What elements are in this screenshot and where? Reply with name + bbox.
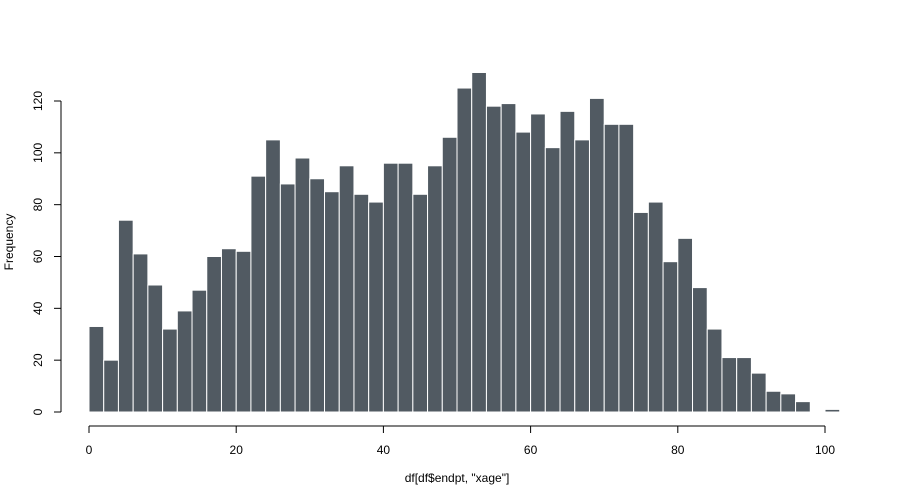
histogram-bar xyxy=(324,191,340,413)
histogram-bar xyxy=(103,359,119,413)
histogram-bar xyxy=(206,256,222,413)
histogram-bar xyxy=(544,147,561,413)
histogram-bar xyxy=(588,97,605,413)
histogram-bar xyxy=(721,357,738,413)
histogram-bar xyxy=(736,357,752,413)
y-tick-label: 20 xyxy=(31,353,45,367)
y-axis-title: Frequency xyxy=(2,214,16,271)
histogram-bar xyxy=(692,287,708,413)
histogram-bar xyxy=(368,201,384,413)
x-tick-label: 0 xyxy=(86,443,93,457)
y-tick-label: 60 xyxy=(31,250,45,264)
histogram-bar xyxy=(574,139,590,413)
histogram-bar xyxy=(162,328,178,413)
histogram-bar xyxy=(824,408,841,413)
x-axis-title: df[df$endpt, "xage"] xyxy=(405,471,510,485)
histogram-bar xyxy=(750,372,767,413)
y-tick-label: 40 xyxy=(31,301,45,315)
histogram-bar xyxy=(265,139,281,413)
histogram-bar xyxy=(147,284,164,413)
histogram-bar xyxy=(441,136,458,413)
x-axis: 0 20 40 60 80 100 xyxy=(86,425,835,457)
y-tick-label: 80 xyxy=(31,198,45,212)
histogram-bar xyxy=(309,178,326,413)
histogram-bar xyxy=(88,325,105,413)
histogram-bar xyxy=(618,123,635,413)
histogram-bar xyxy=(132,253,149,413)
histogram-bar xyxy=(397,162,414,413)
x-tick-label: 60 xyxy=(524,443,538,457)
x-tick-label: 20 xyxy=(230,443,244,457)
histogram-bar xyxy=(117,219,134,413)
histogram-bar xyxy=(515,131,532,413)
histogram-bar xyxy=(795,401,811,413)
x-tick-label: 40 xyxy=(377,443,391,457)
histogram-bar xyxy=(176,310,193,413)
histogram-bar xyxy=(456,87,473,413)
histogram-bar xyxy=(250,175,267,413)
histogram-bar xyxy=(633,211,649,413)
x-tick-label: 100 xyxy=(815,443,835,457)
histogram-bar xyxy=(471,71,487,413)
histogram-bar xyxy=(353,193,370,413)
histogram-bar xyxy=(559,110,576,413)
histogram-bar xyxy=(647,201,664,413)
histogram-bar xyxy=(603,123,620,413)
histogram-bar xyxy=(530,113,546,413)
histogram-bar xyxy=(677,237,694,413)
histogram-bar xyxy=(412,193,429,413)
histogram-bar xyxy=(662,261,679,413)
histogram-bar xyxy=(279,183,296,413)
bars-group xyxy=(88,71,841,413)
histogram-bar xyxy=(780,393,797,413)
histogram-bar xyxy=(485,105,502,413)
x-tick-label: 80 xyxy=(671,443,685,457)
histogram-bar xyxy=(294,157,311,413)
y-tick-label: 100 xyxy=(31,143,45,163)
histogram-bar xyxy=(706,328,723,413)
histogram-bar xyxy=(382,162,399,413)
y-tick-label: 0 xyxy=(31,408,45,415)
histogram-bar xyxy=(191,289,208,413)
histogram-bar xyxy=(235,250,252,413)
histogram-bar xyxy=(220,248,237,413)
y-axis: 0 20 40 60 80 100 120 xyxy=(31,91,62,415)
histogram-bar xyxy=(500,103,517,413)
histogram-bar xyxy=(765,390,782,413)
histogram-bar xyxy=(427,165,443,413)
histogram-bar xyxy=(338,165,355,413)
y-tick-label: 120 xyxy=(31,91,45,111)
